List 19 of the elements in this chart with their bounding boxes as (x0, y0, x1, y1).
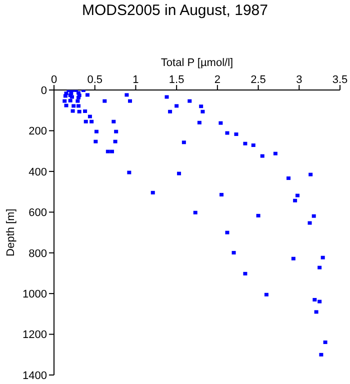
x-tick-label: 1 (132, 74, 139, 86)
x-tick-label: 1.5 (168, 74, 184, 86)
y-tick-label: 1200 (22, 329, 47, 342)
y-tick-label: 600 (28, 207, 47, 220)
y-tick-label: 200 (28, 126, 47, 138)
x-tick-label: 0.5 (87, 74, 103, 86)
x-tick-label: 0 (50, 74, 58, 86)
x-tick-label: 2 (214, 74, 220, 86)
x-tick-label: 3.5 (332, 74, 348, 86)
y-tick-label: 1000 (22, 288, 47, 300)
chart-title: MODS2005 in August, 1987 (81, 2, 269, 19)
y-tick-label: 0 (40, 84, 47, 97)
y-tick-label: 1400 (22, 370, 47, 382)
y-tick-label: 400 (28, 166, 47, 178)
y-axis-title: Depth [m] (4, 208, 17, 256)
x-axis-title: Total P [µmol/l] (160, 56, 234, 69)
y-tick-label: 800 (28, 248, 47, 260)
x-tick-label: 3 (296, 74, 302, 86)
x-tick-label: 2.5 (250, 74, 266, 86)
